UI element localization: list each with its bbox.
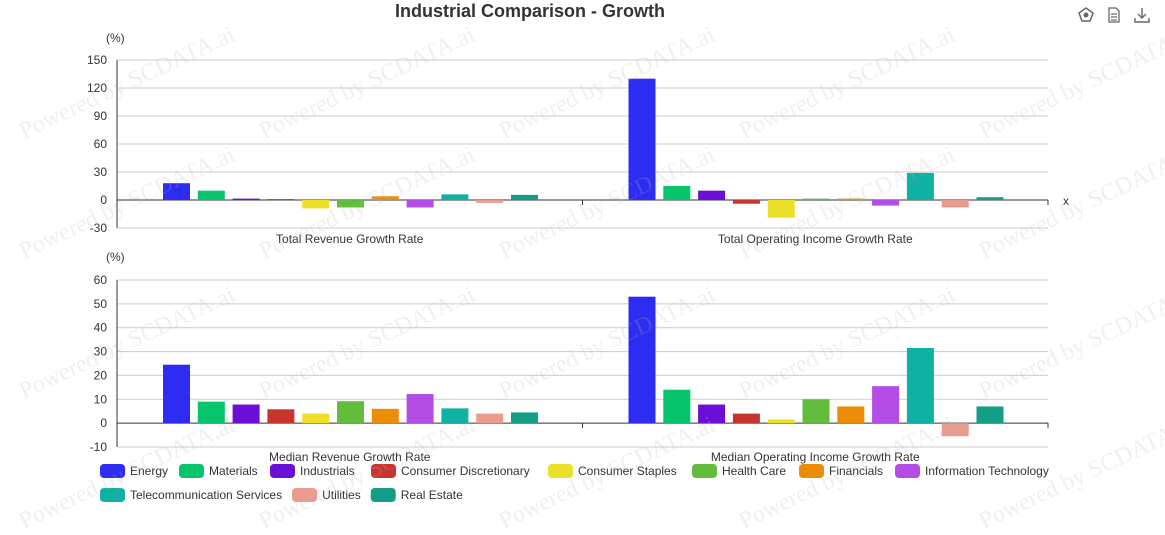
category-label: Total Operating Income Growth Rate bbox=[718, 232, 913, 246]
y-tick-label: 10 bbox=[94, 392, 108, 406]
legend-swatch bbox=[371, 464, 396, 478]
bar-industrials bbox=[232, 198, 260, 200]
bar-materials bbox=[663, 389, 691, 424]
legend-label: Telecommunication Services bbox=[130, 488, 282, 502]
legend-swatch bbox=[799, 464, 824, 478]
bar-information-technology bbox=[872, 386, 900, 424]
y-tick-label: 30 bbox=[94, 165, 108, 179]
bar-consumer-discretionary bbox=[732, 200, 760, 204]
bar-consumer-discretionary bbox=[267, 199, 295, 201]
bar-industrials bbox=[698, 190, 726, 200]
bar-financials bbox=[837, 198, 865, 200]
legend-label: Information Technology bbox=[925, 464, 1049, 478]
category-label: Total Revenue Growth Rate bbox=[276, 232, 424, 246]
bar-information-technology bbox=[872, 200, 900, 206]
category-label: Median Operating Income Growth Rate bbox=[711, 450, 920, 464]
bar-real-estate bbox=[976, 197, 1004, 200]
chart-root: Industrial Comparison - Growth -30 0 30 bbox=[15, 1, 1165, 534]
bar-information-technology bbox=[406, 200, 434, 208]
bar-energy bbox=[628, 296, 656, 424]
toolbar bbox=[1077, 6, 1151, 24]
bar-industrials bbox=[232, 404, 260, 424]
legend-swatch bbox=[548, 464, 573, 478]
bar-utilities bbox=[941, 423, 969, 437]
y-unit-label: (%) bbox=[106, 31, 125, 45]
bar-materials bbox=[197, 401, 225, 424]
bar-consumer-staples bbox=[302, 413, 330, 424]
legend-swatch bbox=[895, 464, 920, 478]
chart-title: Industrial Comparison - Growth bbox=[394, 1, 665, 21]
bar-health-care bbox=[802, 198, 830, 200]
legend-swatch bbox=[292, 488, 318, 502]
bar-industrials bbox=[698, 404, 726, 424]
bar-materials bbox=[663, 186, 691, 200]
bar-materials bbox=[197, 190, 225, 200]
bar-consumer-staples bbox=[767, 419, 795, 424]
legend-label: Health Care bbox=[722, 464, 786, 478]
legend-label: Consumer Discretionary bbox=[401, 464, 530, 478]
chart-svg: -30 0 30 60 90 120 150 (%) x Total Revenue Growth… bbox=[87, 31, 1069, 502]
legend-label: Utilities bbox=[322, 488, 361, 502]
bar-utilities bbox=[476, 413, 504, 424]
bar-financials bbox=[837, 406, 865, 424]
y-tick-label: 90 bbox=[94, 109, 108, 123]
y-tick-label: 60 bbox=[94, 137, 108, 151]
legend-label: Financials bbox=[829, 464, 883, 478]
y-tick-label: -10 bbox=[90, 440, 108, 454]
y-tick-label: 40 bbox=[94, 321, 108, 335]
y-tick-label: 120 bbox=[87, 81, 107, 95]
legend-label: Industrials bbox=[300, 464, 355, 478]
bar-real-estate bbox=[976, 406, 1004, 424]
bar-health-care bbox=[802, 399, 830, 424]
y-tick-label: 20 bbox=[94, 368, 108, 382]
y-tick-label: 50 bbox=[94, 297, 108, 311]
bar-utilities bbox=[476, 200, 504, 203]
y-tick-label: 60 bbox=[94, 273, 108, 287]
bar-consumer-staples bbox=[302, 200, 330, 209]
y-tick-label: 30 bbox=[94, 345, 108, 359]
download-icon[interactable] bbox=[1133, 6, 1151, 24]
bar-telecommunication-services bbox=[441, 194, 469, 200]
legend-label: Real Estate bbox=[401, 488, 463, 502]
category-label: Median Revenue Growth Rate bbox=[269, 450, 431, 464]
x-axis-name: x bbox=[1063, 194, 1069, 208]
bar-health-care bbox=[337, 200, 364, 208]
legend-swatch bbox=[692, 464, 717, 478]
y-tick-label: 0 bbox=[100, 193, 107, 207]
legend-swatch bbox=[370, 488, 396, 502]
bar-consumer-discretionary bbox=[732, 413, 760, 424]
document-icon[interactable] bbox=[1105, 6, 1123, 24]
legend-swatch bbox=[100, 488, 125, 502]
bar-consumer-discretionary bbox=[267, 409, 295, 424]
bug-report-icon[interactable] bbox=[1077, 6, 1095, 24]
bar-financials bbox=[371, 196, 399, 200]
legend-swatch bbox=[179, 464, 204, 478]
legend-label: Energy bbox=[130, 464, 168, 478]
bar-utilities bbox=[941, 200, 969, 208]
legend-label: Consumer Staples bbox=[578, 464, 677, 478]
bar-telecommunication-services bbox=[441, 408, 469, 424]
bar-consumer-staples bbox=[767, 200, 795, 218]
bar-telecommunication-services bbox=[906, 347, 934, 424]
y-tick-label: -30 bbox=[90, 221, 108, 235]
bar-energy bbox=[163, 183, 190, 200]
legend-swatch bbox=[100, 464, 125, 478]
bar-telecommunication-services bbox=[906, 172, 934, 200]
bar-real-estate bbox=[511, 412, 538, 424]
bar-health-care bbox=[337, 401, 364, 424]
bar-financials bbox=[371, 408, 399, 424]
bar-energy bbox=[628, 78, 656, 200]
legend-swatch bbox=[270, 464, 295, 478]
y-unit-label: (%) bbox=[106, 250, 125, 264]
bar-real-estate bbox=[511, 194, 538, 200]
legend-label: Materials bbox=[209, 464, 258, 478]
bar-information-technology bbox=[406, 394, 434, 424]
y-tick-label: 0 bbox=[100, 416, 107, 430]
bar-energy bbox=[163, 364, 190, 424]
y-tick-label: 150 bbox=[87, 53, 107, 67]
